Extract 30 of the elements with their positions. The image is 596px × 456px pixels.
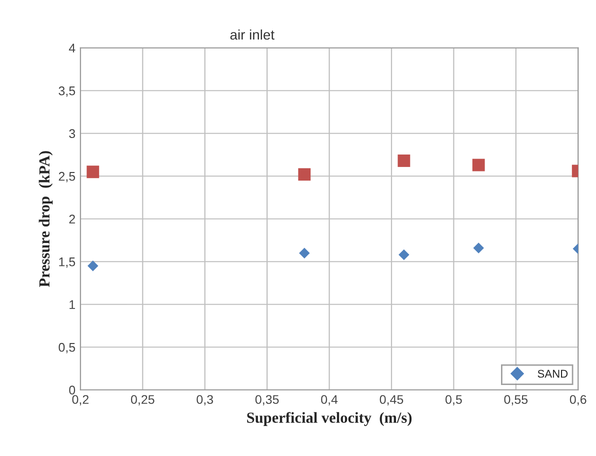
- point: [472, 158, 485, 172]
- x-tick-label: 0,35: [255, 395, 279, 406]
- chart-title: air inlet: [230, 29, 274, 40]
- y-tick-label: 1,5: [59, 258, 76, 268]
- y-tick-label: 3,5: [58, 86, 76, 97]
- point: [473, 242, 484, 254]
- x-tick-label: 0,4: [321, 395, 338, 406]
- y-axis-title: Pressure drop (kPA): [38, 151, 53, 288]
- x-tick-label: 0,2: [72, 395, 89, 406]
- point: [398, 249, 410, 260]
- y-tick-label: 2: [69, 214, 75, 224]
- x-axis-title: Superficial velocity (m/s): [247, 412, 412, 426]
- x-tick-label: 0,25: [130, 395, 154, 406]
- point: [298, 168, 311, 181]
- y-tick-label: 4: [68, 44, 76, 52]
- legend-label: SAND: [538, 370, 568, 378]
- x-tick-label: 0,5: [446, 395, 462, 406]
- y-tick-label: 2,5: [58, 172, 76, 182]
- x-tick-label: 0,55: [504, 395, 528, 406]
- y-tick-label: 0: [69, 386, 76, 395]
- x-tick-label: 0,6: [570, 395, 586, 406]
- point: [88, 260, 98, 272]
- x-tick-label: 0,45: [380, 395, 404, 406]
- x-tick-label: 0,3: [196, 395, 214, 406]
- point: [299, 248, 310, 258]
- point: [398, 154, 410, 167]
- y-tick-label: 3: [69, 129, 76, 138]
- y-tick-label: 1: [70, 300, 75, 309]
- point: [86, 166, 100, 178]
- y-tick-label: 0,5: [58, 342, 76, 354]
